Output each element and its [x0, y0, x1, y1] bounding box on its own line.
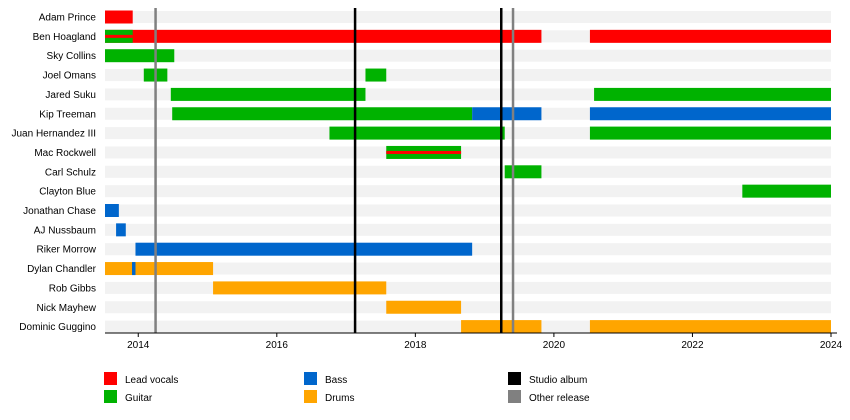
legend-swatch-guitar — [104, 390, 117, 403]
row-band-mac-rockwell — [105, 146, 831, 159]
member-label-dominic-guggino: Dominic Guggino — [19, 322, 96, 333]
row-band-carl-schulz — [105, 165, 831, 178]
member-label-dylan-chandler: Dylan Chandler — [27, 264, 97, 275]
bar-ben-hoagland-lead_vocals-0 — [105, 29, 542, 43]
member-label-joel-omans: Joel Omans — [43, 71, 96, 82]
bar-jared-suku-guitar-1 — [594, 87, 831, 101]
bar-rob-gibbs-drums-0 — [213, 281, 387, 295]
bar-mac-rockwell-lead_vocals-stripe-0 — [386, 150, 462, 154]
row-band-jonathan-chase — [105, 204, 831, 217]
row-bands — [105, 11, 831, 333]
bar-kip-treeman-bass-1 — [472, 107, 542, 121]
bar-ben-hoagland-lead_vocals-2 — [589, 29, 831, 43]
member-label-juan-hernandez-iii: Juan Hernandez III — [12, 129, 97, 140]
member-label-jared-suku: Jared Suku — [45, 90, 96, 101]
member-labels: Adam Prince Ben Hoagland Sky Collins Joel O… — [12, 13, 97, 334]
member-label-ben-hoagland: Ben Hoagland — [33, 32, 96, 43]
member-label-jonathan-chase: Jonathan Chase — [23, 206, 96, 217]
legend: Lead vocals Guitar Bass Drums Studio album Ot… — [104, 372, 590, 404]
member-label-aj-nussbaum: AJ Nussbaum — [34, 225, 96, 236]
member-label-rob-gibbs: Rob Gibbs — [49, 283, 96, 294]
bar-jonathan-chase-bass-0 — [105, 204, 119, 217]
bar-juan-hernandez-iii-guitar-1 — [589, 126, 831, 140]
bar-aj-nussbaum-bass-0 — [116, 223, 126, 237]
row-band-sky-collins — [105, 49, 831, 62]
bar-carl-schulz-guitar-0 — [504, 165, 542, 179]
x-tick-label-2024: 2024 — [820, 340, 843, 351]
bar-joel-omans-guitar-1 — [365, 68, 387, 82]
bar-ben-hoagland-lead_vocals-stripe-1 — [105, 34, 133, 38]
bar-clayton-blue-guitar-0 — [742, 184, 831, 198]
member-label-nick-mayhew: Nick Mayhew — [37, 303, 97, 314]
x-tick-label-2016: 2016 — [266, 340, 289, 351]
member-label-adam-prince: Adam Prince — [39, 13, 97, 24]
row-band-nick-mayhew — [105, 301, 831, 314]
legend-label-drums: Drums — [325, 393, 354, 404]
bar-riker-morrow-bass-0 — [135, 242, 473, 256]
row-band-aj-nussbaum — [105, 223, 831, 236]
legend-label-bass: Bass — [325, 375, 347, 386]
member-label-kip-treeman: Kip Treeman — [39, 109, 96, 120]
legend-swatch-bass — [304, 372, 317, 385]
bar-juan-hernandez-iii-guitar-0 — [329, 126, 505, 140]
member-label-carl-schulz: Carl Schulz — [45, 167, 96, 178]
bar-dominic-guggino-drums-1 — [589, 320, 831, 334]
bar-jared-suku-guitar-0 — [170, 87, 366, 101]
x-tick-label-2018: 2018 — [404, 340, 427, 351]
legend-swatch-drums — [304, 390, 317, 403]
legend-swatch-other-release — [508, 390, 521, 403]
bar-kip-treeman-guitar-0 — [172, 107, 473, 121]
bar-dylan-chandler-drums-0 — [105, 262, 214, 276]
row-band-clayton-blue — [105, 185, 831, 198]
release-lines — [154, 8, 515, 333]
bar-sky-collins-guitar-0 — [105, 49, 175, 63]
member-label-mac-rockwell: Mac Rockwell — [34, 148, 96, 159]
bar-dylan-chandler-bass-1 — [132, 262, 136, 276]
legend-swatch-studio-album — [508, 372, 521, 385]
legend-label-guitar: Guitar — [125, 393, 153, 404]
x-tick-label-2022: 2022 — [681, 340, 704, 351]
row-band-joel-omans — [105, 69, 831, 82]
legend-label-other-release: Other release — [529, 393, 590, 404]
member-bars — [105, 10, 831, 334]
legend-swatch-lead-vocals — [104, 372, 117, 385]
x-axis: 2014 2016 2018 2020 2022 2024 — [105, 332, 843, 351]
member-label-sky-collins: Sky Collins — [47, 51, 96, 62]
bar-adam-prince-lead_vocals-0 — [105, 10, 133, 24]
legend-label-studio-album: Studio album — [529, 375, 587, 386]
member-label-clayton-blue: Clayton Blue — [39, 187, 96, 198]
x-tick-label-2014: 2014 — [127, 340, 150, 351]
x-tick-label-2020: 2020 — [543, 340, 566, 351]
bar-kip-treeman-bass-2 — [589, 107, 831, 121]
legend-label-lead-vocals: Lead vocals — [125, 375, 178, 386]
bar-nick-mayhew-drums-0 — [386, 300, 462, 314]
member-label-riker-morrow: Riker Morrow — [37, 245, 97, 256]
row-band-adam-prince — [105, 11, 831, 23]
row-band-dylan-chandler — [105, 262, 831, 275]
